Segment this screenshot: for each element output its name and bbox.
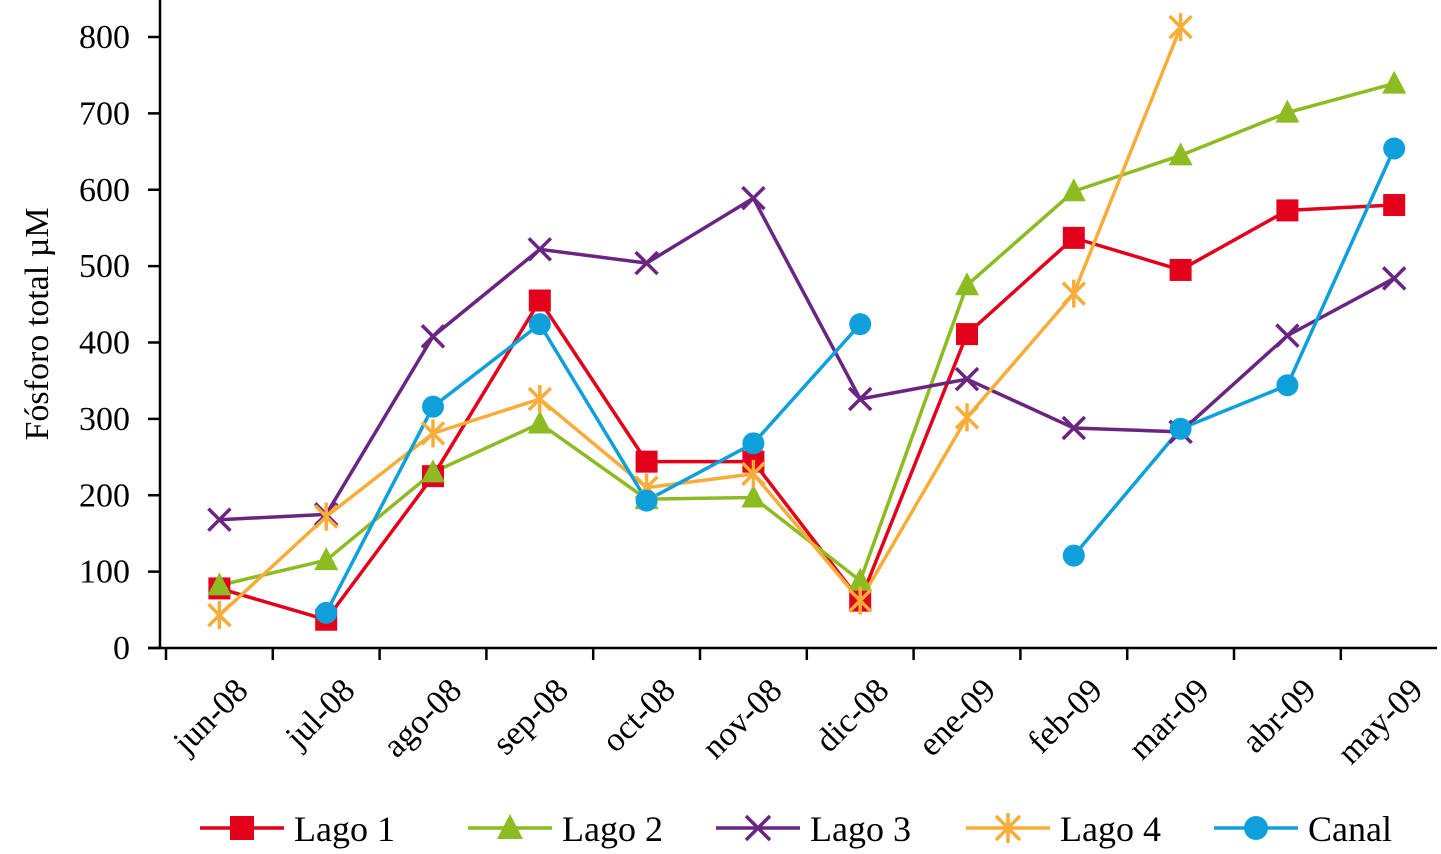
x-axis-ticks: jun-08 jul-08 ago-08 sep-08 oct-08 nov-08 dic-… [164,648,1431,772]
canal-point [528,313,551,336]
lago-3-line [219,196,1396,522]
x-tick-label: abr-09 [1235,672,1323,760]
lago-3-point [527,237,553,262]
x-tick-label: jul-08 [278,672,362,756]
canal-line [324,322,862,614]
y-tick-label: 800 [79,19,130,56]
legend-marker [497,814,523,839]
lago-3-point [1381,266,1407,291]
y-tick-label: 200 [79,477,130,514]
legend-item-lago-1: Lago 1 [200,809,395,849]
x-tick-label: nov-08 [695,672,789,766]
x-tick-label: ago-08 [376,672,469,765]
axes [148,0,1437,650]
canal-point [315,601,338,624]
lago-4-line [218,26,1183,617]
lago-4-point [954,403,980,432]
lago-3-point [954,366,980,392]
lago-2-point [955,272,979,296]
lago-2-point [1061,178,1086,202]
legend-label: Lago 1 [294,809,395,849]
lago-3-point [420,324,446,349]
legend-marker [744,814,772,842]
lago-3-point [741,185,766,211]
lago-4-point [207,601,232,630]
legend-item-lago-4: Lago 4 [966,809,1161,849]
lago-1-point [1169,258,1192,281]
lago-1-point [1383,194,1406,217]
lago-2-point [741,484,766,508]
series-markers [207,13,1407,631]
y-tick-label: 300 [79,401,130,438]
lago-1-line [218,203,1395,622]
legend-marker [230,816,254,840]
x-tick-label: oct-08 [595,672,683,760]
x-tick-label: ene-09 [911,672,1003,764]
legend-label: Lago 4 [1060,809,1161,849]
lago-2-point [1275,99,1300,123]
lago-2-point [527,410,552,434]
legend-item-lago-2: Lago 2 [468,809,663,849]
lago-1-point [635,450,658,473]
legend-label: Lago 3 [810,809,911,849]
y-axis-title: Fósforo total µM [19,207,56,440]
y-tick-label: 400 [79,325,130,362]
canal-line [1072,147,1396,557]
y-tick-label: 600 [79,172,130,209]
y-tick-label: 700 [79,95,130,132]
lago-2-point [1382,70,1407,94]
lago-1-point [956,323,978,346]
canal-point [1062,544,1085,567]
legend-marker [994,813,1022,843]
lago-4-point [847,586,873,615]
lago-3-point [1061,415,1087,441]
lago-2-point [1168,142,1193,166]
y-tick-label: 0 [113,630,130,667]
x-tick-label: jun-08 [166,672,256,762]
canal-point [849,313,872,336]
x-tick-label: feb-09 [1021,672,1110,761]
legend-item-canal: Canal [1214,809,1392,849]
y-axis-ticks: 0 100 200 300 400 500 600 700 800 [79,19,160,667]
x-tick-label: sep-08 [486,672,576,762]
lago-2-point [314,547,339,571]
y-tick-label: 500 [79,248,130,285]
lago-2-point [207,572,232,596]
lago-3-point [207,507,232,532]
lago-4-point [1168,13,1193,42]
y-tick-label: 100 [79,554,130,591]
lago-3-point [847,386,873,412]
legend: Lago 1 Lago 2 Lago 3 Lago 4 Canal [200,809,1392,849]
series-lines [218,26,1396,622]
lago-2-line [218,81,1395,588]
x-tick-label: may-09 [1331,672,1431,772]
lago-3-point [634,250,659,276]
lago-1-point [528,289,551,312]
legend-marker [1244,816,1268,840]
lago-1-point [1276,199,1299,222]
canal-point [422,395,444,418]
lago-4-point [741,459,766,488]
canal-point [742,432,765,455]
lago-3-point [1275,323,1300,348]
canal-point [1169,417,1192,440]
canal-point [1383,137,1406,160]
canal-point [635,489,658,512]
lago-1-point [1062,226,1085,249]
lago-2-point [421,459,445,483]
legend-label: Lago 2 [562,809,663,849]
lago-4-point [420,419,446,448]
lago-2-point [848,567,873,591]
canal-point [1276,374,1299,397]
legend-label: Canal [1308,809,1392,849]
x-tick-label: mar-09 [1122,672,1217,767]
lago-4-point [1061,279,1087,308]
lago-4-point [527,385,553,414]
x-tick-label: dic-08 [809,672,897,760]
legend-item-lago-3: Lago 3 [716,809,911,849]
lago-4-point [313,502,339,531]
